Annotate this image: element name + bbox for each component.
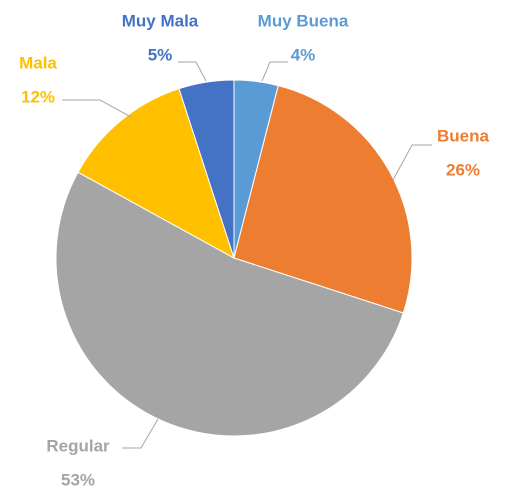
slice-label: Muy Mala [122,11,199,30]
pie-slice [178,79,235,259]
slice-label: Muy Buena [258,11,349,30]
slice-value-label: 26% [446,160,480,179]
slice-label: Mala [19,53,57,72]
leader-line [261,61,288,82]
leader-line [178,61,207,82]
pie-slice [55,171,404,437]
slice-value-label: 5% [148,45,173,64]
leader-line [122,418,159,449]
leader-line [62,99,132,118]
pie-slice [77,88,235,260]
slice-label: Buena [437,126,490,145]
slice-value-label: 12% [21,87,55,106]
leader-line [392,144,432,181]
slice-value-label: 53% [61,470,95,489]
slice-label: Regular [46,436,110,455]
slice-value-label: 4% [291,45,316,64]
pie-slice [233,84,413,314]
